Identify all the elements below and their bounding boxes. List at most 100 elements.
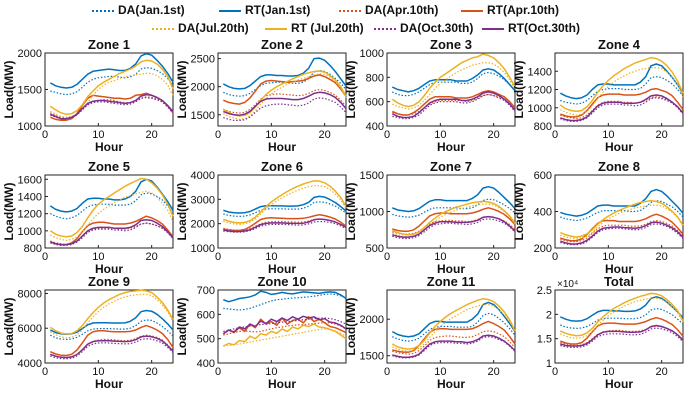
series-line <box>392 71 516 97</box>
x-tick-label: 10 <box>265 251 277 263</box>
series-line <box>392 93 516 120</box>
subplot-9: Zone 9 4000 6000 8000 0 10 20 Hour Load(MW) <box>2 274 174 391</box>
series-line <box>560 213 684 242</box>
axes-box <box>386 52 516 127</box>
y-tick-label: 6000 <box>18 323 42 335</box>
series-line <box>222 316 347 335</box>
y-tick-label: 1.5 <box>537 334 552 346</box>
subplot-title: Zone 3 <box>430 37 472 52</box>
y-tick-label: 1500 <box>191 110 215 122</box>
axes-box <box>217 289 347 364</box>
subplot-6: Zone 6 1000 2000 3000 4000 0 10 20 Hour Load(MW) <box>175 159 347 276</box>
y-tick-label: 2000 <box>18 48 42 60</box>
y-tick-label: 2 <box>546 309 552 321</box>
series-line <box>49 52 174 89</box>
series-line <box>50 324 174 357</box>
series-line <box>50 72 174 118</box>
y-axis-label: Load(MW) <box>512 183 526 241</box>
x-tick-label: 20 <box>656 129 668 141</box>
series-line <box>391 298 516 350</box>
series-line <box>560 297 684 339</box>
series-line <box>391 89 516 116</box>
subplot-12: Total 1 1.5 2 2.5 0 10 20 Hour ×10⁴ <box>537 274 684 391</box>
y-exponent-label: ×10⁴ <box>557 279 578 290</box>
series-line <box>50 215 174 246</box>
series-line <box>392 93 516 116</box>
x-axis-label: Hour <box>437 377 465 391</box>
subplot-title: Zone 11 <box>427 274 475 289</box>
subplot-title: Zone 1 <box>88 37 130 52</box>
y-axis-label: Load(MW) <box>175 183 189 241</box>
y-tick-label: 200 <box>534 243 552 255</box>
series-line <box>223 293 347 311</box>
series-line <box>560 220 684 243</box>
x-tick-label: 10 <box>92 129 104 141</box>
y-tick-label: 4000 <box>18 358 42 370</box>
series-line <box>222 323 347 347</box>
series-line <box>223 195 347 214</box>
subplot-title: Zone 10 <box>257 274 306 289</box>
y-axis-label: Load(MW) <box>512 61 526 119</box>
x-tick-label: 20 <box>146 129 158 141</box>
y-tick-label: 800 <box>24 243 42 255</box>
series-line <box>49 178 174 213</box>
y-tick-label: 1000 <box>528 103 552 115</box>
series-line <box>560 200 684 222</box>
series-line <box>50 66 174 96</box>
subplot-1: Zone 1 1000 1500 2000 0 10 20 Hour Load(MW) <box>2 37 174 154</box>
subplot-title: Zone 5 <box>88 159 130 174</box>
legend-label: RT(Apr.10th) <box>487 3 559 17</box>
x-tick-label: 20 <box>488 129 500 141</box>
series-line <box>223 218 347 233</box>
series-line <box>391 53 516 108</box>
x-tick-label: 20 <box>146 366 158 378</box>
y-tick-label: 2.5 <box>537 285 552 297</box>
legend-swatch <box>461 10 483 12</box>
x-tick-label: 0 <box>384 366 390 378</box>
series-line <box>392 334 516 358</box>
x-tick-label: 20 <box>656 366 668 378</box>
subplot-title: Zone 6 <box>261 159 303 174</box>
subplot-title: Zone 9 <box>88 274 130 289</box>
series-line <box>560 327 684 348</box>
y-tick-label: 3000 <box>191 194 215 206</box>
y-tick-label: 1000 <box>18 121 42 133</box>
x-tick-label: 0 <box>215 366 221 378</box>
series-line <box>49 59 174 116</box>
series-line <box>223 91 347 117</box>
y-tick-label: 1400 <box>18 191 42 203</box>
legend-swatch <box>339 10 361 12</box>
x-tick-label: 0 <box>42 129 48 141</box>
legend-label: DA(Apr.10th) <box>365 3 439 17</box>
x-tick-label: 20 <box>319 251 331 263</box>
subplot-title: Zone 4 <box>598 37 641 52</box>
subplot-7: Zone 7 500 1000 1500 0 10 20 Hour Load(MW) <box>344 159 516 276</box>
x-tick-label: 0 <box>384 251 390 263</box>
y-tick-label: 1000 <box>18 226 42 238</box>
series-line <box>560 204 684 240</box>
series-line <box>223 201 347 217</box>
legend-swatch <box>482 28 504 30</box>
series-line <box>392 312 516 342</box>
series-line <box>560 76 684 105</box>
series-line <box>223 213 347 232</box>
series-line <box>559 56 684 113</box>
series-line <box>559 296 684 322</box>
series-line <box>50 222 174 246</box>
y-tick-label: 400 <box>366 121 384 133</box>
series-line <box>560 188 684 217</box>
series-line <box>223 290 347 303</box>
x-tick-label: 0 <box>42 366 48 378</box>
x-tick-label: 20 <box>319 366 331 378</box>
series-line <box>559 63 684 100</box>
y-tick-label: 400 <box>197 358 215 370</box>
subplot-title: Zone 8 <box>598 159 640 174</box>
y-tick-label: 2500 <box>191 54 215 66</box>
x-tick-label: 10 <box>434 366 446 378</box>
series-line <box>392 216 516 235</box>
series-line <box>223 73 347 120</box>
x-axis-label: Hour <box>95 377 123 391</box>
x-tick-label: 0 <box>384 129 390 141</box>
x-tick-label: 20 <box>319 129 331 141</box>
series-line <box>392 218 516 240</box>
